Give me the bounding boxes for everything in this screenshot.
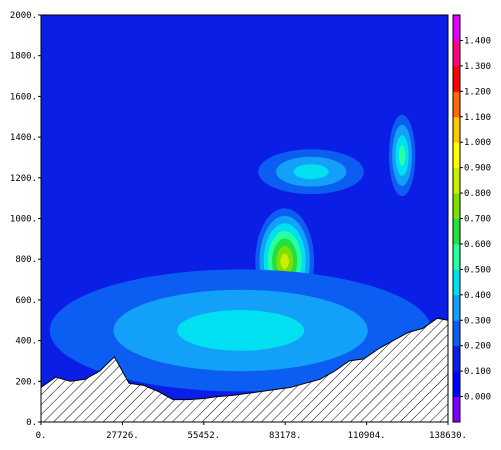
colorbar-label: 1.400: [464, 36, 491, 46]
y-tick-label: 1200.: [10, 174, 37, 184]
colorbar-label: 0.300: [464, 316, 491, 326]
colorbar-label: 0.400: [464, 291, 491, 301]
plot-area: [41, 15, 448, 422]
colorbar-segment: [453, 320, 460, 347]
colorbar-label: 0.600: [464, 240, 491, 250]
y-tick-label: 0.: [26, 418, 37, 428]
x-tick-label: 83178.: [269, 431, 302, 441]
y-tick-label: 1400.: [10, 133, 37, 143]
colorbar-label: 0.700: [464, 215, 491, 225]
colorbar-segment: [453, 65, 460, 92]
x-tick-label: 138630.: [429, 431, 467, 441]
colorbar-segment: [453, 269, 460, 296]
colorbar-segment: [453, 243, 460, 270]
y-tick-label: 400.: [15, 337, 37, 347]
contour-low-level-band-2: [177, 310, 305, 351]
colorbar-segment: [453, 345, 460, 372]
x-tick-label: 0.: [36, 431, 47, 441]
colorbar-label: 0.100: [464, 367, 491, 377]
x-tick-label: 110904.: [348, 431, 386, 441]
colorbar-segment: [453, 142, 460, 169]
colorbar-segment: [453, 294, 460, 321]
y-tick-label: 1600.: [10, 92, 37, 102]
colorbar-segment: [453, 218, 460, 245]
contour-main-jet-6: [280, 253, 289, 269]
y-tick-label: 1800.: [10, 52, 37, 62]
colorbar-label: 1.000: [464, 138, 491, 148]
colorbar-segment: [453, 91, 460, 118]
colorbar-segment: [453, 193, 460, 219]
y-tick-label: 2000.: [10, 11, 37, 21]
x-tick-label: 27726.: [106, 431, 139, 441]
colorbar-label: 1.300: [464, 62, 491, 72]
colorbar-segment: [453, 167, 460, 194]
colorbar-label: 1.100: [464, 113, 491, 123]
x-axis: 0. 27726. 55452. 83178. 110904. 138630.: [36, 422, 467, 441]
colorbar-label: 0.900: [464, 164, 491, 174]
colorbar-label: 1.200: [464, 87, 491, 97]
terrain-mask: [41, 317, 448, 422]
colorbar: 0.000 0.100 0.200 0.300 0.400 0.500 0.600 0.700…: [452, 14, 491, 423]
contour-upper-layer-2: [293, 164, 329, 180]
contour-fill: [49, 114, 432, 392]
y-tick-label: 800.: [15, 255, 37, 265]
colorbar-label: 0.000: [464, 393, 491, 403]
colorbar-segment: [453, 116, 460, 143]
colorbar-segment: [453, 371, 460, 398]
y-axis: 0. 200. 400. 600. 800. 1000. 1200. 1400. 1600. 18…: [10, 11, 41, 428]
x-tick-label: 55452.: [188, 431, 221, 441]
colorbar-segment: [453, 40, 460, 67]
y-tick-label: 600.: [15, 296, 37, 306]
y-tick-label: 200.: [15, 377, 37, 387]
colorbar-label: 0.800: [464, 189, 491, 199]
contour-upper-right-cell-3: [398, 145, 406, 166]
colorbar-label: 0.200: [464, 342, 491, 352]
y-tick-label: 1000.: [10, 215, 37, 225]
colorbar-label: 0.500: [464, 265, 491, 275]
colorbar-segment: [453, 396, 460, 423]
colorbar-segment: [453, 15, 460, 41]
